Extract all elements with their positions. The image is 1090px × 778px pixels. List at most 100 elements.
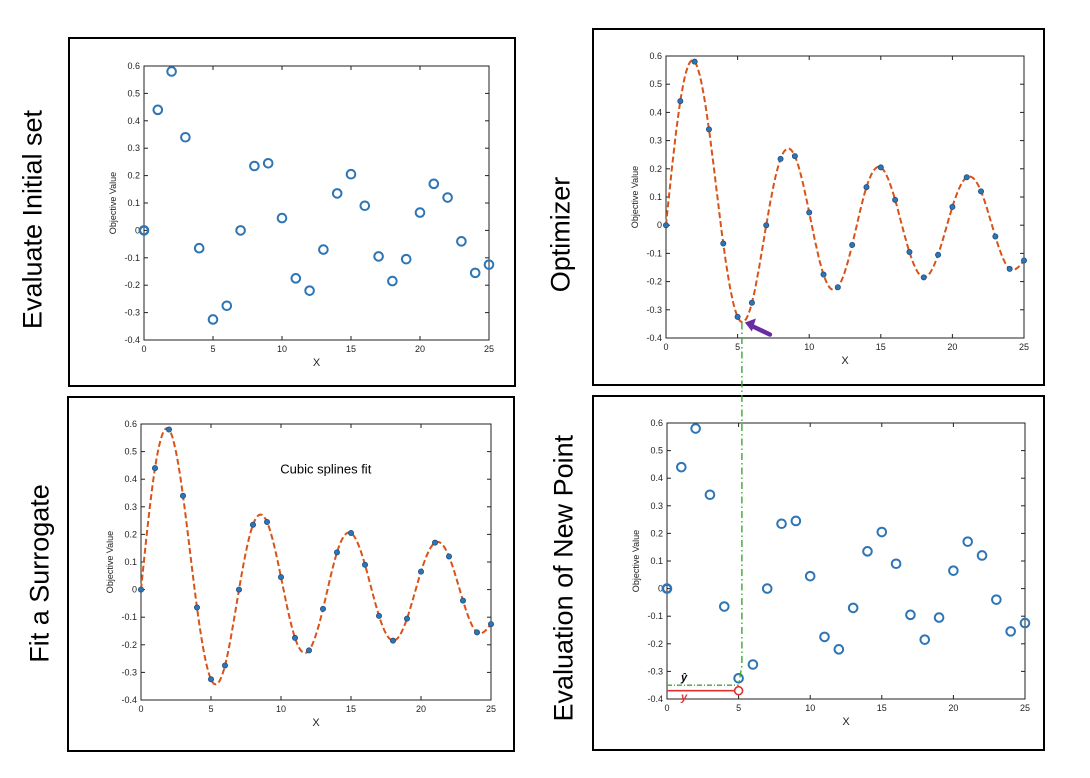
data-point <box>949 203 956 210</box>
x-axis-label: X <box>313 357 321 369</box>
data-point <box>1019 617 1031 629</box>
data-point <box>249 160 260 172</box>
data-point <box>152 104 164 116</box>
data-point <box>166 426 173 433</box>
data-point <box>676 461 687 473</box>
data-point <box>414 207 426 218</box>
panel-fit-surrogate: 0 5 10 15 20 25 -0.4 -0.3 -0.2 -0.1 0 0.1 0.2 0.3 0.4 0… <box>67 396 515 752</box>
y-tick-label: 0.6 <box>127 61 140 71</box>
data-point <box>919 634 931 645</box>
y-tick-label: 0.2 <box>127 171 140 181</box>
plot-frame <box>143 65 490 341</box>
data-point <box>790 515 802 527</box>
y-axis-label: Objective Value <box>105 531 115 593</box>
data-point <box>862 546 873 557</box>
x-tick-label: 20 <box>947 342 957 352</box>
data-point <box>704 489 716 501</box>
data-point <box>820 271 827 278</box>
panel-evaluation-new-point: 0 5 10 15 20 25 -0.4 -0.3 -0.2 -0.1 0 0.1 0.2 0.3 0.4 0… <box>592 395 1045 751</box>
data-point <box>991 594 1002 605</box>
y-tick-label: -0.3 <box>646 305 662 315</box>
y-tick-label: 0.6 <box>124 419 137 429</box>
panel-evaluate-initial-set: 0 5 10 15 20 25 -0.4 -0.3 -0.2 -0.1 0 0.1 0.2 0.3 0.4 0… <box>68 37 516 387</box>
spline-curve <box>665 59 1025 323</box>
x-axis-label: X <box>841 355 849 367</box>
optimum-arrow-head <box>744 318 756 332</box>
x-tick-label: 0 <box>141 344 146 354</box>
y-tick-label: 0.4 <box>650 473 663 483</box>
panel-optimizer: 0 5 10 15 20 25 -0.4 -0.3 -0.2 -0.1 0 0.1 0.2 0.3 0.4 0… <box>592 28 1045 386</box>
y-tick-label: 0.4 <box>649 107 662 117</box>
data-point <box>905 609 916 621</box>
label-evaluate-initial-set: Evaluate Initial set <box>17 109 48 330</box>
data-point <box>920 274 927 281</box>
data-point <box>194 604 201 611</box>
y-tick-label: 0.1 <box>650 556 663 566</box>
data-point <box>403 615 410 622</box>
y-tick-label: 0.1 <box>124 557 137 567</box>
data-point <box>180 131 191 143</box>
chart-surrogate: 0 5 10 15 20 25 -0.4 -0.3 -0.2 -0.1 0 0.1 0.2 0.3 0.4 0… <box>105 419 496 729</box>
chart-new-point: 0 5 10 15 20 25 -0.4 -0.3 -0.2 -0.1 0 0.1 0.2 0.3 0.4 0… <box>631 418 1031 728</box>
y-tick-label: 0.5 <box>650 446 663 456</box>
y-tick-label: -0.4 <box>121 695 137 705</box>
y-hat-label: ŷ <box>680 672 688 684</box>
y-tick-label: 0.3 <box>124 502 137 512</box>
y-tick-label: 0.3 <box>650 501 663 511</box>
y-tick-label: -0.1 <box>647 611 663 621</box>
data-point <box>290 273 302 284</box>
y-axis-label: Objective Value <box>630 166 640 228</box>
data-point <box>473 629 480 636</box>
data-point <box>235 225 246 236</box>
y-tick-label: -0.2 <box>121 640 137 650</box>
data-point <box>978 188 985 195</box>
y-tick-label: -0.3 <box>647 666 663 676</box>
data-point <box>483 259 495 270</box>
data-point <box>976 550 988 561</box>
x-tick-label: 5 <box>735 342 740 352</box>
x-tick-label: 5 <box>208 704 213 714</box>
y-tick-label: 0.5 <box>124 447 137 457</box>
label-evaluation-new-point: Evaluation of New Point <box>548 434 579 722</box>
data-point <box>431 539 438 546</box>
new-point-marker <box>733 685 744 696</box>
data-point <box>804 570 816 582</box>
data-point <box>733 673 744 684</box>
spline-curve <box>140 427 492 686</box>
x-tick-label: 15 <box>346 704 356 714</box>
data-point <box>221 300 233 312</box>
data-point <box>221 662 228 669</box>
x-tick-label: 25 <box>1020 703 1030 713</box>
x-tick-label: 20 <box>415 344 425 354</box>
data-point <box>720 240 727 247</box>
data-point <box>876 526 888 538</box>
annotation-cubic-splines: Cubic splines fit <box>280 462 371 477</box>
data-point <box>834 284 841 291</box>
x-axis-label: X <box>312 717 320 729</box>
x-tick-label: 0 <box>664 703 669 713</box>
x-tick-label: 5 <box>736 703 741 713</box>
data-point <box>761 583 773 594</box>
data-point <box>331 188 343 199</box>
data-point <box>933 612 945 623</box>
x-tick-label: 5 <box>210 344 215 354</box>
data-point <box>833 644 845 655</box>
data-point <box>235 586 242 593</box>
data-point <box>138 586 145 593</box>
y-tick-label: -0.2 <box>124 280 140 290</box>
data-point <box>249 521 256 528</box>
data-point <box>277 574 284 581</box>
data-point <box>906 248 913 255</box>
x-tick-label: 15 <box>877 703 887 713</box>
data-point <box>847 602 859 614</box>
data-point <box>963 174 970 181</box>
data-point <box>776 518 787 530</box>
data-point <box>863 184 870 191</box>
data-point <box>373 251 384 262</box>
data-point <box>445 553 452 560</box>
data-point <box>166 66 177 77</box>
data-point <box>456 236 467 247</box>
data-point <box>417 568 424 575</box>
x-tick-label: 0 <box>663 342 668 352</box>
x-axis-label: X <box>842 716 850 728</box>
